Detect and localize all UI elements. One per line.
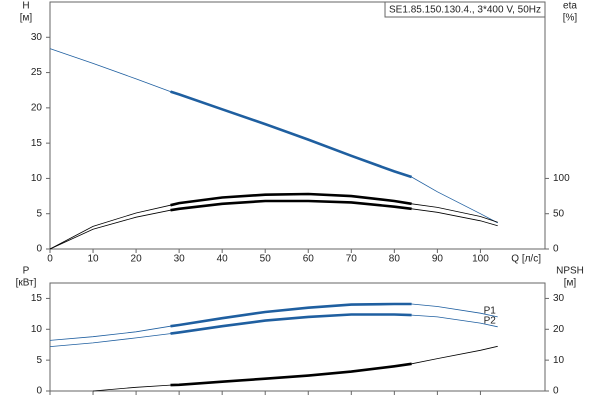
- x-tick-label: 50: [260, 254, 272, 265]
- y-axis-unit: [кВт]: [16, 278, 37, 289]
- y2-axis-label: eta: [563, 1, 577, 12]
- title-box: [384, 1, 546, 18]
- x-tick-label: 20: [131, 254, 143, 265]
- curve-operating-range: [170, 302, 412, 328]
- x-tick-label: 100: [472, 254, 489, 265]
- series-label: P2: [484, 315, 497, 326]
- y-tick-label: 5: [36, 208, 42, 219]
- curve: [49, 48, 498, 224]
- curve-operating-range: [170, 313, 412, 335]
- y-axis-unit: [м]: [20, 13, 33, 24]
- y-tick-label: 15: [31, 293, 43, 304]
- x-tick-label: 0: [47, 254, 53, 265]
- plot-frame: [49, 282, 546, 392]
- y-tick-label: 0: [36, 386, 42, 397]
- curve-operating-range: [170, 192, 412, 207]
- curve-operating-range: [170, 199, 412, 212]
- y-tick-label: 10: [31, 173, 43, 184]
- curve: [49, 303, 498, 341]
- y2-axis-label: NPSH: [556, 266, 584, 277]
- y-axis-label: H: [22, 1, 29, 12]
- x-tick-label: 30: [174, 254, 186, 265]
- y-tick-label: 15: [31, 138, 43, 149]
- curve-operating-range: [170, 362, 412, 387]
- y-tick-label: 0: [36, 244, 42, 255]
- curve: [92, 345, 498, 392]
- chart-title: SE1.85.150.130.4., 3*400 V, 50Hz: [389, 5, 541, 16]
- y2-axis-unit: [%]: [563, 13, 578, 24]
- x-tick-label: 90: [432, 254, 444, 265]
- x-tick-label: 60: [303, 254, 315, 265]
- y2-tick-label: 0: [553, 244, 559, 255]
- plot-frame: [49, 1, 546, 250]
- y2-tick-label: 0: [553, 386, 559, 397]
- x-tick-label: 10: [87, 254, 99, 265]
- y2-tick-label: 30: [553, 293, 565, 304]
- y2-tick-label: 10: [553, 355, 565, 366]
- x-tick-label: 80: [389, 254, 401, 265]
- y-tick-label: 20: [31, 102, 43, 113]
- y2-axis-unit: [м]: [564, 278, 577, 289]
- y2-tick-label: 20: [553, 324, 565, 335]
- y-tick-label: 30: [31, 32, 43, 43]
- curve: [49, 200, 498, 250]
- x-tick-label: 70: [346, 254, 358, 265]
- y2-tick-label: 50: [553, 208, 565, 219]
- y-tick-label: 25: [31, 67, 43, 78]
- curve-operating-range: [170, 90, 413, 179]
- series-label: P1: [484, 306, 497, 317]
- y2-tick-label: 100: [553, 173, 570, 184]
- y-tick-label: 10: [31, 324, 43, 335]
- y-tick-label: 5: [36, 355, 42, 366]
- y-axis-label: P: [23, 266, 30, 277]
- x-tick-label: 40: [217, 254, 229, 265]
- x-axis-label: Q [л/с]: [511, 254, 541, 265]
